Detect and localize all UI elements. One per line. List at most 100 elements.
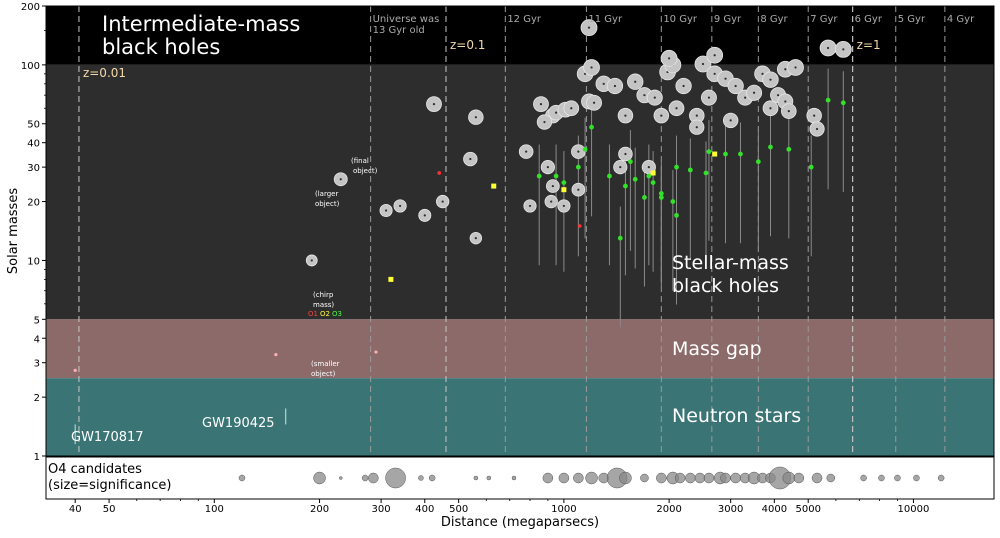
epoch-label: 12 Gyr	[507, 14, 542, 25]
annotation-chirp-2: mass)	[313, 301, 334, 309]
stellar-label-line2: black holes	[672, 275, 779, 297]
y-tick-label: 100	[21, 61, 40, 72]
final-object-center	[701, 62, 705, 66]
o4-candidate-point	[486, 475, 492, 481]
final-object-center	[675, 107, 678, 110]
x-tick-label: 400	[415, 504, 434, 515]
o4-candidate-point	[473, 475, 479, 481]
stellar-label-line1: Stellar-mass	[672, 252, 789, 274]
o4-candidate-point	[811, 472, 823, 484]
o4-candidate-point	[656, 472, 667, 484]
y-tick-label: 5	[34, 315, 40, 326]
data-points	[73, 19, 852, 445]
x-tick-label: 5000	[795, 504, 820, 515]
annotation-larger-2: object)	[315, 200, 340, 208]
final-object-center	[695, 126, 698, 129]
o4-label-line2: (size=significance)	[48, 478, 171, 493]
final-object-center	[744, 96, 747, 99]
region-bands	[46, 6, 994, 456]
o2-point	[561, 187, 567, 193]
final-object-center	[577, 150, 580, 153]
annotation-smaller-2: object)	[311, 370, 336, 378]
final-object-center	[310, 259, 313, 262]
chirp-mass-point	[687, 167, 693, 173]
final-object-center	[398, 204, 402, 208]
chirp-mass-point	[628, 159, 633, 165]
final-object-center	[842, 48, 845, 51]
epoch-label: 11 Gyr	[588, 14, 623, 25]
chirp-mass-point	[582, 146, 588, 152]
epoch-label: 7 Gyr	[810, 14, 838, 25]
final-object-center	[619, 166, 622, 169]
final-object-center	[729, 119, 732, 122]
epoch-label: 5 Gyr	[898, 14, 926, 25]
o4-candidate-point	[385, 467, 406, 489]
o4-candidate-point	[573, 472, 584, 484]
o1-point	[577, 224, 582, 228]
final-object-center	[562, 204, 565, 208]
chirp-mass-point	[840, 100, 846, 106]
y-tick-label: 50	[27, 120, 40, 131]
epoch-label: 9 Gyr	[714, 14, 742, 25]
final-object-center	[624, 152, 627, 156]
y-tick-label: 1	[34, 452, 40, 463]
y-tick-label: 40	[27, 139, 40, 150]
final-object-center	[643, 94, 646, 97]
final-object-center	[551, 184, 554, 188]
final-object-center	[554, 111, 558, 114]
chirp-mass-point	[723, 151, 728, 157]
final-object-center	[634, 80, 637, 83]
chirp-mass-point	[561, 180, 567, 186]
final-object-center	[432, 103, 436, 106]
o4-candidate-point	[694, 472, 706, 484]
o4-candidate-point	[619, 471, 632, 485]
chirp-mass-point	[768, 144, 773, 150]
final-object-center	[668, 57, 671, 60]
redshift-label: z=1	[857, 38, 881, 52]
epoch-label: 4 Gyr	[947, 14, 975, 25]
final-object-center	[525, 150, 528, 153]
chirp-mass-point	[536, 173, 542, 179]
o4-candidate-point	[782, 471, 796, 485]
chirp-mass-point	[755, 159, 761, 165]
final-object-center	[695, 114, 698, 117]
imbh-label-line1: Intermediate-mass	[102, 12, 300, 36]
final-object-center	[784, 100, 787, 103]
o4-candidate-point	[730, 472, 741, 484]
chirp-mass-point	[589, 124, 594, 130]
annotation-final-2: object)	[353, 167, 378, 175]
final-object-center	[761, 72, 764, 75]
epoch-label: 10 Gyr	[663, 14, 698, 25]
final-object-center	[682, 84, 685, 88]
chirp-mass-point	[703, 170, 709, 176]
o4-candidate-point	[685, 472, 696, 484]
o4-candidate-point	[511, 475, 517, 481]
o4-candidate-point	[674, 472, 686, 484]
o4-candidate-point	[720, 472, 731, 484]
y-tick-label: 2	[34, 393, 40, 404]
o4-candidate-point	[937, 474, 945, 482]
small-object-point	[73, 368, 77, 372]
o4-candidate-point	[860, 474, 867, 482]
epoch-label: 13 Gyr old	[373, 25, 425, 36]
band-mass-gap	[46, 319, 994, 379]
chirp-mass-point	[575, 164, 581, 170]
final-object-center	[784, 68, 787, 71]
final-object-center	[423, 214, 426, 217]
chirp-mass-point	[658, 195, 664, 200]
final-object-center	[653, 96, 656, 99]
final-object-center	[734, 84, 737, 88]
chirp-mass-point	[650, 180, 656, 186]
redshift-label: z=0.01	[83, 66, 126, 80]
o4-candidate-point	[793, 472, 805, 484]
o4-candidate-point	[339, 476, 343, 480]
annotation-run-o3: O3	[332, 310, 342, 318]
final-object-center	[813, 114, 816, 117]
o4-candidate-point	[826, 473, 835, 483]
annotation-larger-1: (larger	[315, 190, 338, 198]
final-object-center	[769, 107, 772, 110]
y-tick-label: 4	[34, 334, 40, 345]
annotation-run-o2: O2	[320, 310, 330, 318]
final-object-center	[624, 114, 627, 117]
